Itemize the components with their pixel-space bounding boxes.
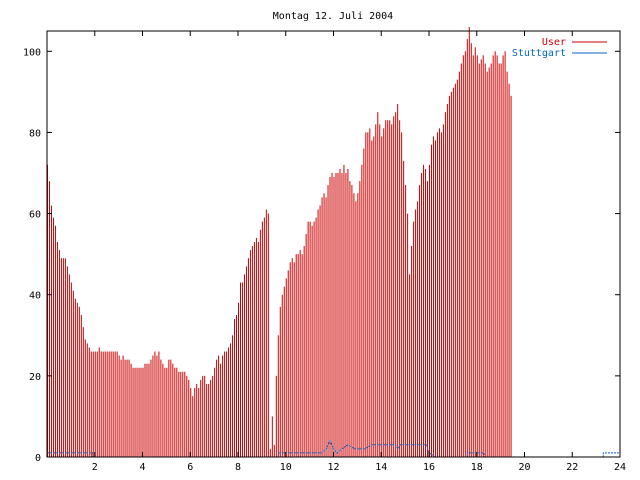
x-tick-label: 4 xyxy=(139,462,145,473)
legend-label: Stuttgart xyxy=(512,48,566,59)
y-tick-label: 40 xyxy=(29,291,41,302)
x-tick-label: 2 xyxy=(92,462,98,473)
y-tick-label: 80 xyxy=(29,128,41,139)
y-tick-label: 0 xyxy=(35,453,41,464)
y-tick-label: 60 xyxy=(29,210,41,221)
x-tick-label: 6 xyxy=(187,462,193,473)
user-bars-group xyxy=(47,26,512,457)
x-tick-label: 24 xyxy=(614,462,626,473)
stuttgart-series-group xyxy=(47,439,620,458)
x-tick-label: 8 xyxy=(235,462,241,473)
y-tick-label: 100 xyxy=(23,47,41,58)
x-tick-label: 12 xyxy=(327,462,339,473)
x-tick-label: 18 xyxy=(471,462,483,473)
x-tick-label: 20 xyxy=(518,462,530,473)
stuttgart-line xyxy=(47,439,620,458)
y-tick-label: 20 xyxy=(29,372,41,383)
x-tick-label: 10 xyxy=(280,462,292,473)
chart-title: Montag 12. Juli 2004 xyxy=(273,11,393,22)
x-tick-label: 14 xyxy=(375,462,387,473)
x-tick-label: 22 xyxy=(566,462,578,473)
legend-label: User xyxy=(542,37,566,48)
x-tick-label: 16 xyxy=(423,462,435,473)
